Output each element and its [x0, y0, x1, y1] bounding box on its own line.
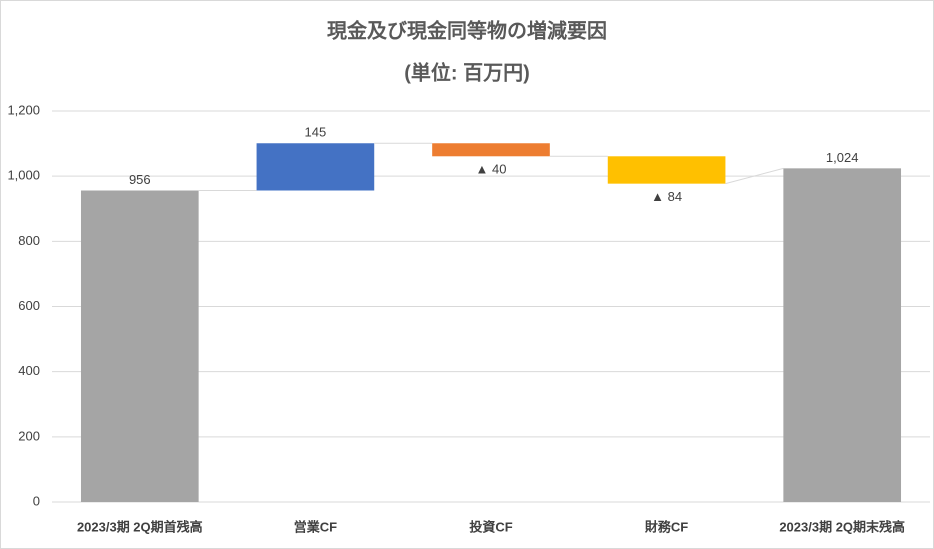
bar — [256, 143, 375, 191]
cat: 2023/3期 2Q期末残高 — [779, 519, 905, 534]
y-tick-label: 600 — [18, 298, 40, 313]
y-tick-label: 200 — [18, 428, 40, 443]
data-label: 1,024 — [826, 150, 859, 165]
bar — [432, 143, 550, 157]
y-tick-label: 800 — [18, 233, 40, 248]
data-label: 956 — [129, 172, 151, 187]
data-label: ▲ 40 — [476, 162, 507, 177]
bar — [607, 156, 726, 184]
cat: 投資CF — [469, 519, 512, 534]
bar — [80, 190, 199, 502]
chart-title: 現金及び現金同等物の増減要因 — [327, 18, 607, 42]
y-tick-label: 400 — [18, 363, 40, 378]
connector — [725, 167, 784, 185]
y-tick-label: 0 — [33, 493, 40, 508]
y-tick-label: 1,000 — [7, 168, 40, 183]
chart-subtitle: (単位: 百万円) — [404, 60, 530, 84]
bar — [783, 168, 902, 502]
data-label: ▲ 84 — [651, 189, 682, 204]
cat: 営業CF — [294, 519, 337, 534]
y-tick-label: 1,200 — [7, 102, 40, 117]
data-label: 145 — [305, 125, 327, 140]
cat: 2023/3期 2Q期首残高 — [77, 519, 203, 534]
cat: 財務CF — [644, 519, 688, 534]
